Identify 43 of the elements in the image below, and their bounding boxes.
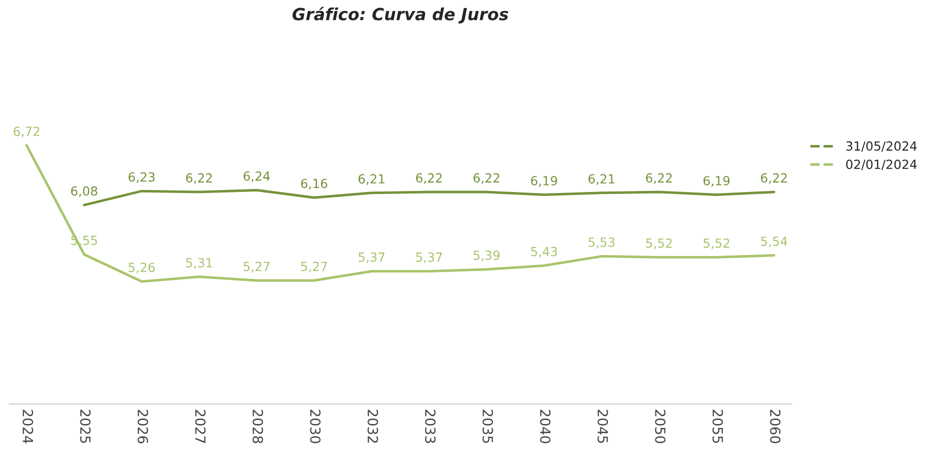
data-label: 5,39 — [474, 250, 500, 262]
data-label: 5,37 — [358, 252, 384, 264]
x-tick-label: 2050 — [655, 410, 666, 444]
x-tick-label: 2035 — [482, 410, 494, 443]
data-label: 6,21 — [588, 174, 614, 185]
x-tick-label: 2027 — [195, 410, 206, 443]
data-label: 5,26 — [128, 262, 155, 274]
x-tick-label: 2045 — [598, 410, 608, 443]
data-label: 5,52 — [646, 238, 672, 250]
data-label: 6,22 — [416, 173, 442, 184]
data-label: 6,08 — [71, 186, 98, 197]
data-label: 5,43 — [531, 246, 557, 258]
data-label: 6,22 — [646, 173, 672, 184]
data-label: 6,19 — [531, 176, 558, 187]
data-label: 5,31 — [186, 258, 212, 269]
data-label: 6,16 — [301, 178, 328, 190]
data-label: 6,22 — [186, 173, 212, 184]
x-tick-label: 2032 — [368, 410, 378, 443]
legend-label: 31/05/2024 — [846, 141, 917, 152]
data-label: 5,54 — [761, 236, 788, 248]
x-tick-label: 2033 — [425, 410, 436, 444]
chart-title: Gráfico: Curva de Juros — [292, 6, 508, 24]
data-label: 5,27 — [301, 262, 327, 272]
x-tick-label: 2026 — [138, 410, 148, 444]
data-label: 6,23 — [128, 172, 155, 183]
data-label: 5,52 — [704, 238, 730, 250]
data-label: 6,24 — [244, 171, 270, 182]
data-label: 6,72 — [14, 126, 40, 138]
x-tick-label: 2030 — [310, 410, 321, 444]
x-tick-label: 2024 — [22, 410, 34, 444]
data-label: 6,22 — [760, 173, 787, 184]
data-label: 6,22 — [474, 173, 500, 184]
data-label: 5,37 — [416, 252, 442, 264]
data-label: 6,21 — [358, 174, 384, 185]
x-tick-label: 2060 — [770, 410, 781, 444]
data-label: 5,53 — [588, 237, 614, 248]
x-tick-label: 2025 — [80, 410, 91, 443]
x-tick-label: 2028 — [252, 410, 264, 444]
x-tick-label: 2040 — [540, 410, 551, 444]
data-label: 6,19 — [704, 176, 730, 187]
legend-label: 02/01/2024 — [846, 160, 917, 170]
data-label: 5,27 — [244, 262, 270, 272]
x-tick-label: 2055 — [712, 410, 724, 443]
